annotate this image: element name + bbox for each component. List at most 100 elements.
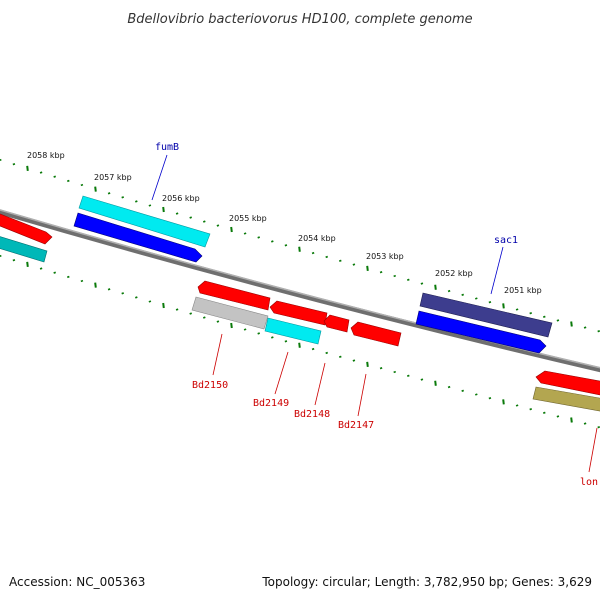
gene-label-bd2148[interactable]: Bd2148 <box>294 409 330 420</box>
scale-label-2056: 2056 kbp <box>162 194 200 203</box>
scale-tick <box>434 380 437 386</box>
scale-tick <box>434 284 437 290</box>
gene-bd2147-arrow[interactable] <box>350 321 402 347</box>
scale-tick <box>107 288 111 291</box>
scale-tick <box>556 319 560 322</box>
scale-label-2055: 2055 kbp <box>229 214 267 223</box>
scale-label-2051: 2051 kbp <box>504 286 542 295</box>
gene-label-sac1[interactable]: sac1 <box>494 235 518 246</box>
gene-bd2149-box[interactable] <box>264 317 322 345</box>
scale-tick <box>325 351 329 355</box>
scale-tick <box>311 251 315 255</box>
scale-tick <box>570 321 573 327</box>
scale-tick <box>80 183 84 187</box>
scale-tick <box>597 426 600 429</box>
gene-arrow-blue-right[interactable] <box>415 310 547 354</box>
scale-tick <box>447 385 451 389</box>
scale-tick <box>461 389 465 392</box>
gene-olive-box[interactable] <box>532 386 600 412</box>
scale-tick <box>406 278 410 281</box>
scale-tick <box>134 200 138 203</box>
scale-tick <box>366 265 369 272</box>
scale-tick <box>556 415 560 418</box>
scale-tick <box>66 275 70 279</box>
scale-tick <box>298 246 301 252</box>
scale-tick <box>461 293 465 296</box>
scale-tick <box>420 282 424 285</box>
scale-tick <box>134 296 138 299</box>
scale-tick <box>26 261 29 268</box>
scale-tick <box>515 404 519 407</box>
scale-tick <box>216 224 220 227</box>
gene-label-lon[interactable]: lon <box>580 477 598 488</box>
gene-lon-arrow[interactable] <box>535 370 600 396</box>
scale-tick <box>393 274 397 278</box>
scale-tick <box>298 342 301 348</box>
scale-tick <box>474 393 478 396</box>
gene-arrow-blue-left[interactable] <box>73 212 203 263</box>
scale-tick <box>270 336 274 339</box>
scale-tick <box>216 320 220 323</box>
scale-tick <box>189 312 193 315</box>
scale-tick <box>175 308 179 311</box>
scale-label-2052: 2052 kbp <box>435 269 473 278</box>
scale-tick <box>121 292 125 295</box>
genome-summary-text: Topology: circular; Length: 3,782,950 bp… <box>261 575 592 589</box>
scale-tick <box>338 259 342 262</box>
scale-tick <box>39 267 43 270</box>
scale-label-2058: 2058 kbp <box>27 151 65 160</box>
scale-tick <box>406 374 410 377</box>
gene-arrow-red-1[interactable] <box>197 280 271 311</box>
scale-tick <box>366 361 369 368</box>
scale-tick <box>502 303 505 309</box>
scale-tick <box>0 254 2 258</box>
scale-tick <box>175 212 179 215</box>
gene-fumB-outer[interactable] <box>78 195 211 248</box>
gene-label-bd2147[interactable]: Bd2147 <box>338 420 374 431</box>
scale-tick <box>529 312 533 315</box>
gene-label-fumB[interactable]: fumB <box>155 142 179 153</box>
gene-label-bd2150[interactable]: Bd2150 <box>192 380 228 391</box>
accession-text: Accession: NC_005363 <box>9 575 145 589</box>
scale-tick <box>243 328 247 331</box>
scale-tick <box>148 300 152 303</box>
scale-tick <box>121 196 125 199</box>
scale-tick <box>80 279 84 283</box>
scale-tick <box>53 175 57 178</box>
scale-tick <box>325 255 329 259</box>
scale-label-2054: 2054 kbp <box>298 234 336 243</box>
scale-tick <box>202 316 206 319</box>
scale-tick <box>26 165 29 172</box>
scale-tick <box>66 179 70 183</box>
gene-label-bd2149[interactable]: Bd2149 <box>253 398 289 409</box>
scale-tick <box>597 330 600 333</box>
gene-sac1-outer[interactable] <box>419 292 553 338</box>
scale-tick <box>162 206 165 213</box>
gene-bd2150-box[interactable] <box>191 296 269 330</box>
scale-tick <box>542 315 546 318</box>
scale-tick <box>352 359 356 362</box>
scale-tick <box>148 204 152 207</box>
scale-tick <box>107 192 111 195</box>
gene-bd2148-arrow[interactable] <box>323 314 350 333</box>
scale-tick <box>257 332 261 335</box>
scale-label-2057: 2057 kbp <box>94 173 132 182</box>
forward-strand-genes <box>0 195 553 354</box>
scale-label-2053: 2053 kbp <box>366 252 404 261</box>
gene-labels: fumB sac1 Bd2150 Bd2149 Bd2148 Bd2147 lo… <box>155 142 598 488</box>
gene-arrow-left-red[interactable] <box>0 212 53 245</box>
scale-tick <box>39 171 43 174</box>
gene-arrow-red-2[interactable] <box>269 300 328 326</box>
scale-ticks-outer <box>0 158 600 333</box>
scale-tick <box>94 186 97 192</box>
scale-tick <box>488 301 492 304</box>
map-title: Bdellovibrio bacteriovorus HD100, comple… <box>127 12 472 27</box>
scale-tick <box>474 297 478 300</box>
scale-tick <box>284 244 288 247</box>
scale-tick <box>515 308 519 311</box>
scale-tick <box>94 282 97 288</box>
gene-arrow-left-teal[interactable] <box>0 235 48 263</box>
scale-tick <box>12 259 16 262</box>
scale-tick <box>352 263 356 266</box>
